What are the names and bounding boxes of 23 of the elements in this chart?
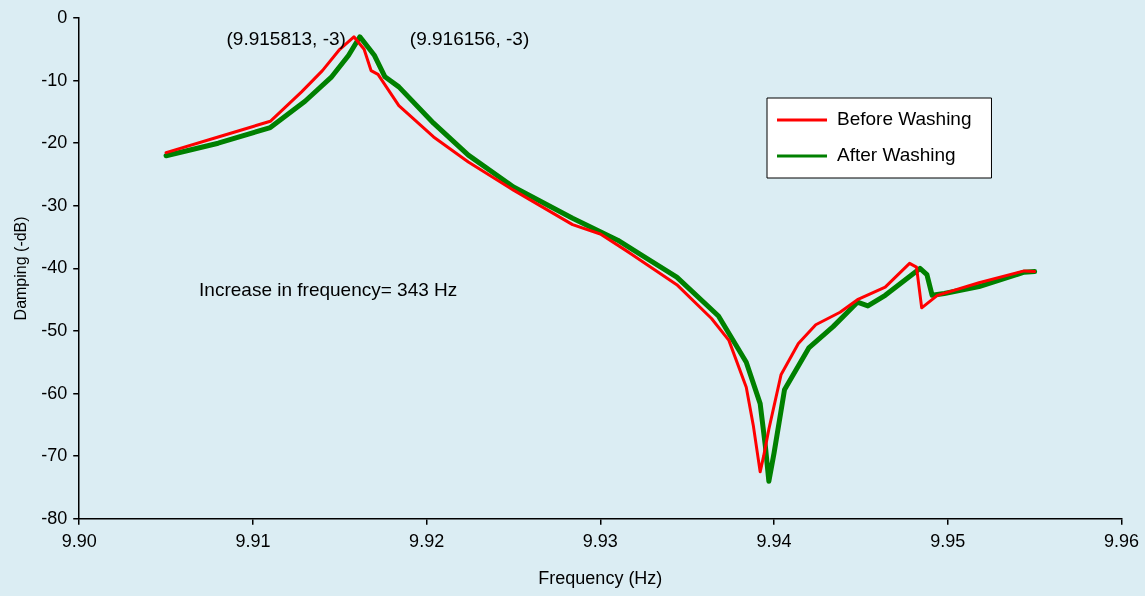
x-tick-label: 9.96 bbox=[1103, 530, 1140, 551]
x-tick-label: 9.92 bbox=[409, 530, 445, 551]
y-tick-label: -40 bbox=[41, 257, 68, 278]
y-tick-label: -10 bbox=[41, 69, 68, 90]
x-tick-label: 9.94 bbox=[756, 530, 792, 551]
legend-label: After Washing bbox=[837, 144, 956, 166]
x-axis-title: Frequency (Hz) bbox=[538, 568, 663, 589]
y-tick-label: -50 bbox=[41, 319, 68, 340]
y-tick-label: -20 bbox=[41, 132, 68, 153]
y-tick-label: -30 bbox=[41, 194, 68, 215]
annotation: (9.915813, -3) bbox=[226, 28, 346, 50]
y-axis-title: Damping (-dB) bbox=[12, 216, 30, 321]
y-tick-label: -70 bbox=[41, 445, 68, 466]
annotation: Increase in frequency= 343 Hz bbox=[199, 279, 458, 301]
x-tick-label: 9.95 bbox=[930, 530, 966, 551]
x-tick-label: 9.91 bbox=[235, 530, 271, 551]
x-tick-label: 9.93 bbox=[582, 530, 618, 551]
legend-label: Before Washing bbox=[837, 108, 972, 130]
y-tick-label: -60 bbox=[41, 382, 68, 403]
x-tick-label: 9.90 bbox=[61, 530, 97, 551]
y-tick-label: 0 bbox=[57, 6, 68, 27]
y-tick-label: -80 bbox=[41, 507, 68, 528]
annotation: (9.916156, -3) bbox=[409, 28, 530, 50]
